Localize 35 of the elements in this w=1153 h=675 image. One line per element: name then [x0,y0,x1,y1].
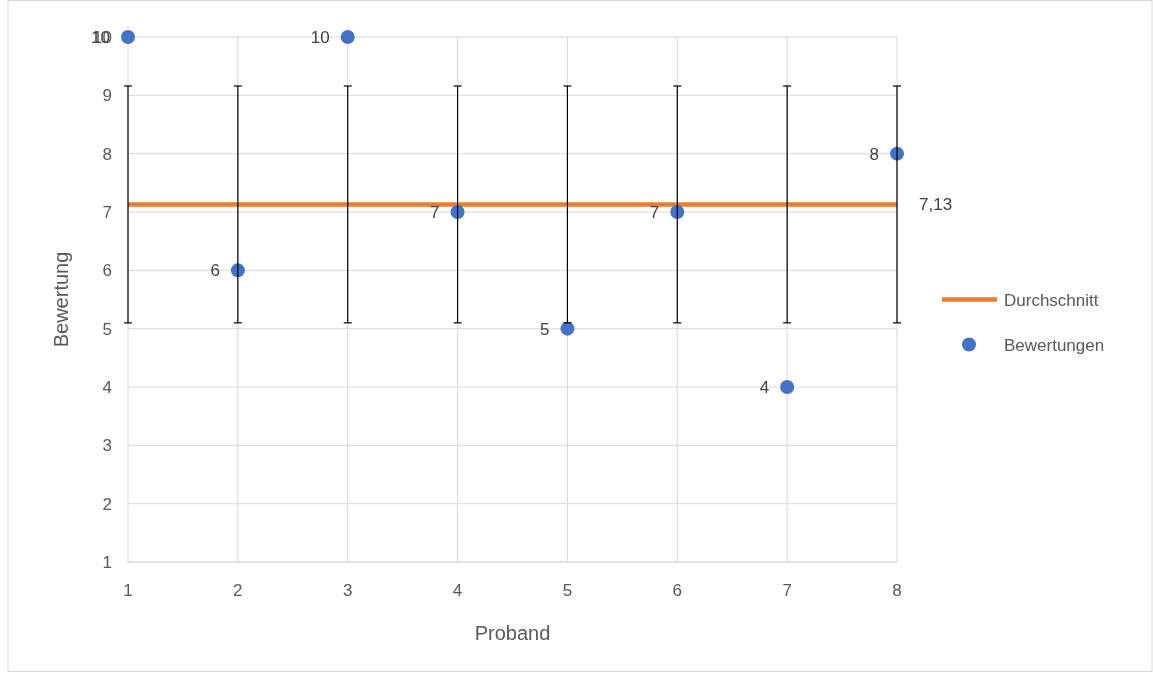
x-tick-label: 8 [892,581,902,600]
data-label: 8 [869,144,879,164]
data-label: 7,13 [919,195,953,215]
y-tick-label: 8 [102,144,112,164]
y-tick-label: 7 [102,203,112,222]
x-tick-label: 5 [562,581,573,600]
point [560,321,575,336]
data-label: 4 [759,378,770,397]
point [340,30,355,44]
point [780,380,795,394]
x-tick-label: 4 [452,581,463,600]
x-tick-label: 2 [233,581,243,600]
data-label: 10 [91,28,110,47]
y-axis-title: Bewertung [50,251,72,348]
y-tick-label: 3 [102,436,112,456]
y-tick-label: 5 [102,319,112,339]
x-tick-label: 1 [123,581,133,600]
point [670,205,685,219]
x-tick-label: 7 [782,581,792,600]
y-tick-label: 1 [102,553,112,572]
point [121,30,135,44]
data-label: 7 [649,203,660,222]
x-tick-label: 6 [672,581,683,600]
data-label: 5 [539,319,550,339]
y-tick-label: 9 [102,86,112,106]
x-axis-title: Proband [474,622,551,644]
y-tick-label: 2 [102,494,112,514]
legend-label: Durchschnitt [1004,290,1099,310]
data-label: 10 [310,28,330,47]
y-tick-label: 4 [102,378,112,397]
y-tick-label: 6 [102,261,112,281]
data-label: 7 [430,203,440,222]
legend-label: Bewertungen [1004,335,1105,355]
data-label: 6 [210,261,220,281]
x-tick-label: 3 [342,581,353,600]
